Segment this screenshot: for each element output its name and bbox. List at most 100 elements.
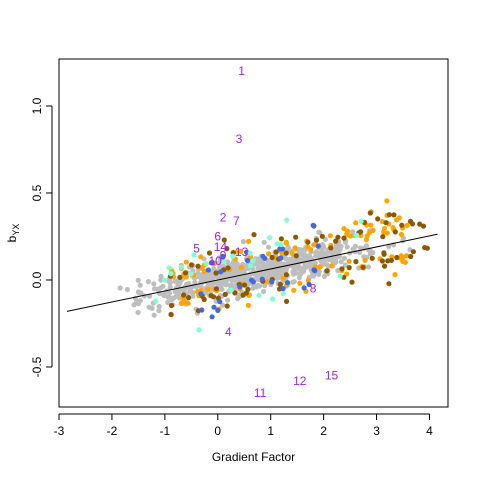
data-point	[367, 251, 373, 257]
data-point	[341, 235, 347, 241]
data-point	[280, 266, 286, 272]
data-point	[168, 311, 174, 318]
data-point	[326, 250, 332, 256]
data-point	[178, 264, 184, 270]
data-point	[381, 250, 387, 256]
data-point	[283, 250, 289, 256]
data-point	[221, 259, 227, 265]
data-point	[284, 280, 290, 286]
data-point	[410, 249, 416, 255]
series-aquamarine	[153, 217, 364, 333]
data-point	[124, 286, 130, 293]
data-point	[352, 243, 359, 249]
x-tick-label: -3	[54, 424, 65, 438]
data-point	[296, 265, 302, 271]
point-label-4: 4	[225, 325, 232, 339]
plot-frame	[58, 58, 449, 408]
data-point	[153, 298, 159, 304]
data-point	[285, 244, 291, 250]
data-point	[334, 249, 340, 255]
data-point	[305, 244, 311, 250]
data-point	[260, 262, 266, 269]
data-point	[238, 248, 244, 254]
data-point	[301, 285, 307, 291]
y-axis: -0.5 0.0 0.5 1.0	[30, 97, 53, 377]
data-point	[346, 258, 352, 264]
data-point	[151, 286, 158, 292]
data-point	[203, 261, 209, 267]
data-point	[408, 253, 414, 260]
data-point	[191, 252, 197, 258]
data-point	[341, 255, 347, 261]
point-label-11: 11	[254, 386, 267, 400]
data-point	[255, 262, 261, 268]
data-point	[267, 235, 273, 241]
data-point	[386, 243, 392, 250]
y-axis-title: bYX	[5, 224, 21, 243]
data-point	[225, 297, 231, 303]
data-point	[306, 261, 313, 267]
data-point	[342, 239, 348, 245]
data-point	[269, 279, 275, 285]
data-point	[399, 222, 405, 228]
data-point	[242, 282, 248, 288]
data-point	[256, 292, 262, 298]
x-tick-label: -2	[107, 424, 118, 438]
data-point	[201, 296, 207, 303]
data-point	[380, 234, 386, 240]
data-point	[317, 264, 323, 270]
data-point	[261, 239, 267, 245]
data-point	[293, 253, 299, 259]
data-point	[262, 255, 268, 261]
data-point	[382, 225, 388, 232]
data-point	[247, 263, 254, 269]
data-point	[398, 231, 405, 238]
data-point	[305, 239, 311, 245]
data-point	[215, 274, 221, 280]
data-point	[167, 284, 173, 290]
data-point	[375, 216, 381, 222]
data-point	[358, 218, 364, 224]
data-point	[151, 281, 157, 287]
data-point	[166, 265, 172, 271]
data-point	[290, 269, 296, 275]
data-point	[205, 286, 211, 292]
data-point	[174, 293, 180, 299]
data-point	[177, 274, 183, 280]
data-point	[213, 286, 219, 292]
data-point	[230, 253, 236, 259]
data-point	[369, 255, 375, 261]
data-point	[188, 271, 194, 277]
data-point	[335, 234, 341, 240]
x-tick-label: 3	[373, 424, 380, 438]
point-label-14: 14	[214, 240, 228, 254]
data-point	[386, 281, 392, 287]
points-layer	[117, 198, 430, 333]
data-point	[135, 289, 141, 295]
data-point	[280, 250, 286, 256]
data-point	[234, 266, 241, 272]
data-point	[360, 264, 366, 270]
data-point	[274, 241, 280, 247]
data-point	[266, 251, 272, 257]
point-label-12: 12	[293, 374, 307, 388]
point-label-5: 5	[193, 242, 200, 256]
data-point	[368, 222, 374, 228]
data-point	[216, 260, 222, 266]
data-point	[195, 263, 201, 269]
data-point	[209, 314, 215, 320]
data-point	[339, 266, 345, 272]
data-point	[209, 259, 215, 265]
data-point	[283, 272, 289, 278]
data-point	[240, 238, 246, 245]
data-point	[198, 291, 204, 297]
data-point	[424, 245, 430, 251]
data-point	[199, 307, 205, 313]
data-point	[346, 265, 352, 271]
data-point	[214, 280, 220, 286]
data-point	[135, 277, 141, 283]
data-point	[284, 298, 290, 304]
data-point	[232, 276, 238, 282]
data-point	[186, 295, 192, 301]
data-point	[400, 254, 406, 260]
